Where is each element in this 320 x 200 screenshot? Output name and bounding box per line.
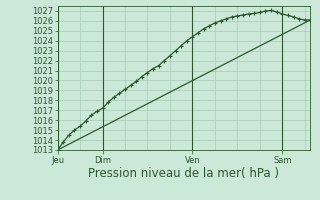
X-axis label: Pression niveau de la mer( hPa ): Pression niveau de la mer( hPa ): [89, 167, 279, 180]
